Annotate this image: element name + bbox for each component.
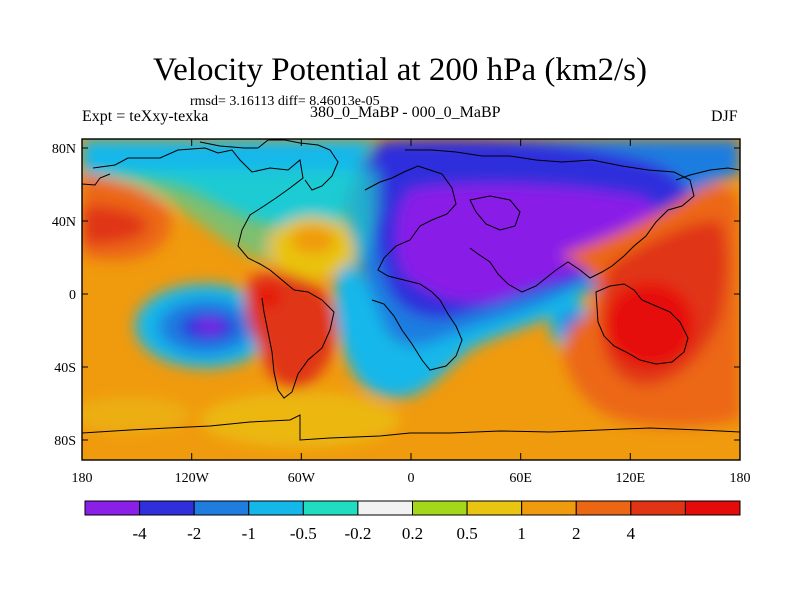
colorbar-label: 2	[572, 524, 581, 543]
stats-label: rmsd= 3.16113 diff= 8.46013e-05	[190, 94, 380, 109]
colorbar-segment	[521, 500, 577, 516]
plot-title: Velocity Potential at 200 hPa (km2/s)	[152, 52, 648, 88]
colorbar: -4 -2 -1 -0.5 -0.2 0.2 0.5 1 2 4	[84, 500, 741, 543]
x-tick-label: 180	[72, 471, 93, 486]
colorbar-segment	[412, 500, 468, 516]
x-tick-label: 180	[730, 471, 751, 486]
experiment-label: Expt = teXxy-texka	[82, 108, 209, 125]
axis-ticks	[81, 139, 741, 460]
coastlines	[82, 139, 740, 441]
y-tick-label: 80S	[54, 434, 76, 449]
y-tick-label: 40S	[54, 361, 76, 376]
x-tick-label: 60E	[509, 471, 532, 486]
x-tick-label: 120E	[616, 471, 646, 486]
y-tick-label: 40N	[52, 215, 76, 230]
colorbar-label: -4	[132, 524, 147, 543]
colorbar-label: -1	[242, 524, 256, 543]
colorbar-label: -0.5	[290, 524, 317, 543]
colorbar-segment	[684, 500, 741, 516]
colorbar-segment	[466, 500, 523, 516]
colorbar-segment	[302, 500, 359, 516]
colorbar-segment	[630, 500, 686, 516]
season-label: DJF	[711, 108, 738, 125]
x-tick-label: 60W	[288, 471, 316, 486]
x-tick-label: 120W	[175, 471, 210, 486]
colorbar-segment	[193, 500, 250, 516]
colorbar-segment	[84, 500, 141, 516]
colorbar-label: -2	[187, 524, 201, 543]
velocity-potential-field	[82, 139, 740, 460]
colorbar-label: 0.2	[402, 524, 423, 543]
colorbar-label: 1	[517, 524, 526, 543]
y-tick-label: 80N	[52, 142, 76, 157]
y-tick-label: 0	[69, 288, 76, 303]
colorbar-segment	[248, 500, 304, 516]
colorbar-segment	[357, 500, 413, 516]
difference-label: 380_0_MaBP - 000_0_MaBP	[310, 104, 501, 121]
x-tick-label: 0	[408, 471, 415, 486]
colorbar-label: 0.5	[456, 524, 477, 543]
colorbar-label: -0.2	[344, 524, 371, 543]
colorbar-segment	[575, 500, 632, 516]
colorbar-segment	[139, 500, 195, 516]
colorbar-label: 4	[627, 524, 636, 543]
axis-labels: 80N 40N 0 40S 80S 180 120W 60W 0 60E 120E 180	[52, 142, 751, 486]
